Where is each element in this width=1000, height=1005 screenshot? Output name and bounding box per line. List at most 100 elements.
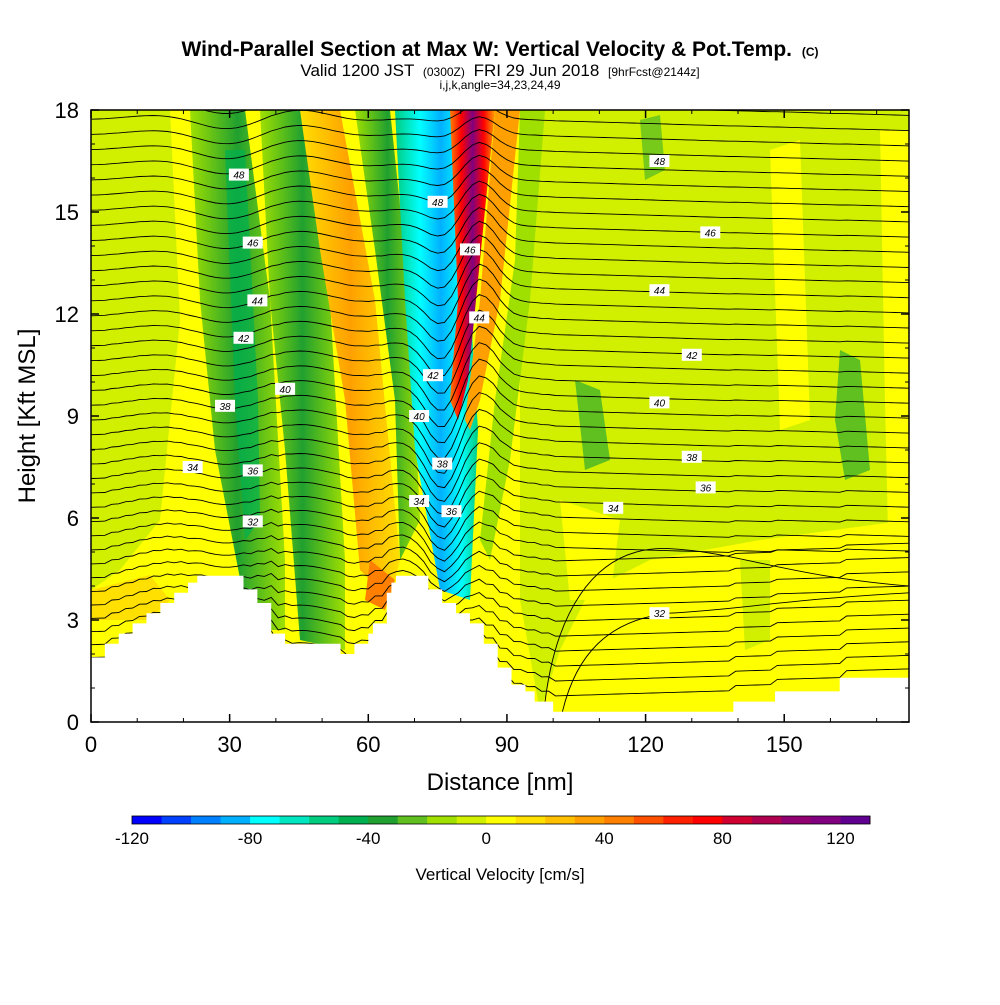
contour-line (91, 474, 909, 528)
contour-label: 34 (182, 461, 203, 474)
contour-label-text: 48 (654, 157, 666, 168)
contour-label-bg (695, 481, 716, 494)
contour-line (91, 141, 909, 177)
contour-label: 32 (242, 515, 263, 528)
y-axis-label: Height [Kft MSL] (14, 329, 41, 504)
contour-line (91, 490, 909, 540)
contour-label-text: 38 (219, 402, 231, 413)
field-orange-low-west (91, 575, 170, 620)
contour-label-text: 36 (700, 483, 712, 494)
contour-line (91, 521, 909, 562)
contour-label: 40 (275, 382, 296, 396)
contour-line (91, 342, 909, 411)
contour-line (91, 534, 909, 573)
terrain-mask (91, 575, 909, 722)
x-tick-label: 0 (85, 732, 97, 757)
contour-line (91, 458, 909, 516)
colorbar-swatch (840, 816, 871, 824)
contour-label-text: 42 (686, 351, 698, 362)
contour-label-bg (700, 226, 721, 239)
subtitle-prefix: Valid 1200 JST (300, 61, 414, 80)
y-tick-label: 12 (55, 302, 79, 327)
pot-temp-contours (91, 110, 909, 712)
contour-label-bg (242, 464, 263, 477)
colorbar-swatch (368, 816, 399, 824)
contour-label-text: 42 (238, 334, 250, 345)
field-lightgreen-east2 (540, 110, 640, 560)
contour-line (91, 408, 909, 474)
contour-label-text: 40 (280, 385, 292, 396)
field-green-east-updraft (480, 110, 545, 560)
contour-line (91, 193, 909, 238)
x-tick-label: 30 (217, 732, 241, 757)
colorbar-swatch (781, 816, 812, 824)
colorbar-tick-label: 120 (826, 829, 854, 848)
contour-labels: 48 46 44 42 40 38 34 36 32 48 46 44 42 40 38 34 36 48 46 44… (182, 155, 721, 620)
contour-line (91, 325, 909, 394)
contour-line (91, 546, 909, 583)
colorbar-swatch (663, 816, 694, 824)
contour-line (91, 234, 909, 289)
contour-label: 44 (247, 294, 268, 307)
colorbar-tick-label: -80 (238, 829, 263, 848)
contour-label-text: 38 (686, 453, 698, 464)
contour-line (91, 506, 909, 551)
contour-label-text: 32 (654, 609, 666, 620)
contour-label-text: 40 (654, 398, 666, 409)
colorbar-swatch (250, 816, 281, 824)
contour-label: 36 (441, 505, 462, 518)
contour-line (91, 207, 909, 254)
colorbar-swatch (751, 816, 782, 824)
subtitle-forecast: [9hrFcst@2144z] (608, 65, 700, 79)
contour-label: 42 (233, 331, 254, 345)
contour-label-text: 36 (247, 466, 259, 477)
field-green-core-1 (225, 150, 260, 540)
y-tick-label: 3 (67, 608, 79, 633)
colorbar-swatch (132, 816, 163, 824)
contour-label-bg (603, 501, 624, 514)
title-mark: (C) (802, 45, 819, 59)
chart-title: Wind-Parallel Section at Max W: Vertical… (181, 38, 818, 61)
x-tick-label: 90 (495, 732, 519, 757)
contour-label: 44 (469, 311, 490, 324)
colorbar-swatch (161, 816, 192, 824)
contour-label-bg (228, 168, 249, 181)
contour-line (91, 263, 909, 324)
contour-line (91, 220, 909, 272)
contour-line (91, 129, 909, 162)
contour-line (91, 392, 909, 459)
contour-label: 44 (649, 284, 670, 297)
colorbar-tick-label: -40 (356, 829, 381, 848)
contour-label-text: 36 (446, 507, 458, 518)
colorbar-swatch (692, 816, 723, 824)
contour-label-text: 44 (474, 313, 486, 324)
colorbar-frame (131, 815, 871, 825)
contour-label-bg (409, 410, 430, 422)
contour-line (91, 154, 909, 192)
contour-label: 40 (649, 396, 670, 409)
contour-label-text: 46 (705, 228, 717, 239)
contour-label-text: 34 (414, 497, 426, 508)
contour-line (91, 110, 909, 132)
contour-line (202, 110, 909, 116)
contour-label-text: 44 (654, 286, 666, 297)
subtitle-date: FRI 29 Jun 2018 (474, 61, 600, 80)
contour-label: 48 (228, 168, 249, 182)
field-updraft-fringe (465, 110, 520, 430)
colorbar-tick-label: 40 (595, 829, 614, 848)
colorbar-swatch (456, 816, 487, 824)
x-axis: 0 30 60 90 120 150 (85, 110, 878, 757)
contour-label: 34 (409, 495, 430, 508)
contour-label: 38 (215, 399, 236, 413)
colorbar-swatch (279, 816, 310, 824)
contour-line (91, 309, 909, 377)
chart-subtitle2: i,j,k,angle=34,23,24,49 (439, 78, 560, 92)
colorbar: -120 -80 -40 0 40 80 120 (115, 815, 871, 848)
x-tick-label: 120 (627, 732, 664, 757)
contour-label: 34 (603, 501, 624, 515)
contour-label-bg (681, 348, 702, 361)
x-axis-label: Distance [nm] (427, 769, 574, 796)
contour-label-bg (649, 607, 670, 620)
